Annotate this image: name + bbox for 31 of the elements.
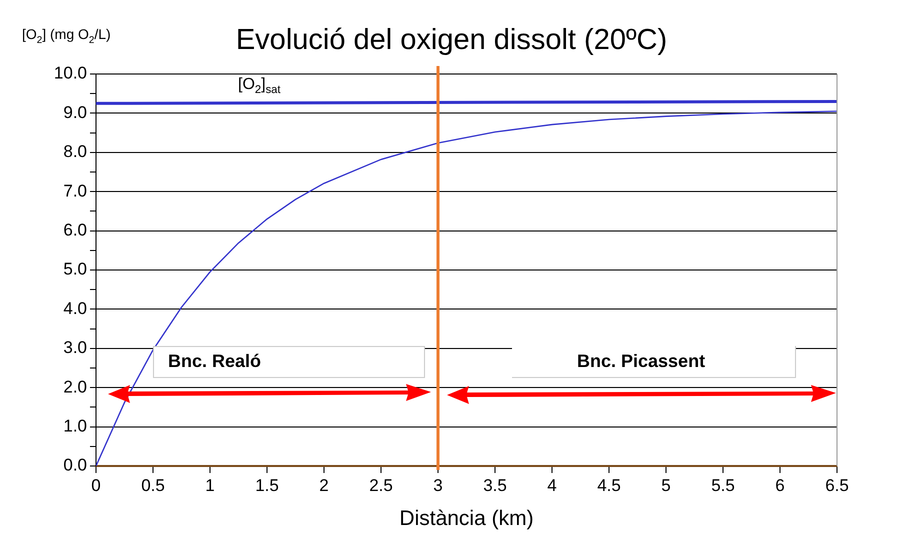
chart-title: Evolució del oxigen dissolt (20ºC) xyxy=(236,24,668,56)
x-axis-title: Distància (km) xyxy=(399,507,534,530)
x-tick-label: 3 xyxy=(433,476,443,495)
x-tick-label: 5 xyxy=(661,476,671,495)
x-tick-label: 2.5 xyxy=(369,476,393,495)
x-tick-label: 1.5 xyxy=(255,476,279,495)
annotation: Bnc. Realó xyxy=(168,351,262,372)
y-axis-title: [O$_{2}$] (mg O$_{2}$/L) xyxy=(22,26,111,46)
annotation: Bnc. Picassent xyxy=(577,351,706,372)
y-tick-label: 7.0 xyxy=(63,181,87,200)
x-tick-label: 5.5 xyxy=(711,476,735,495)
y-tick-label: 8.0 xyxy=(63,142,87,162)
x-tick-label: 4.5 xyxy=(597,476,621,495)
y-tick-label: 10.0 xyxy=(54,64,87,83)
x-tick-label: 6.5 xyxy=(825,476,849,495)
x-tick-label: 4 xyxy=(547,476,557,495)
y-tick-label: 9.0 xyxy=(63,102,87,122)
y-tick-label: 3.0 xyxy=(63,338,87,358)
y-tick-label: 0.0 xyxy=(63,456,87,475)
series-label: [O$_{2}$]$_{sat}$ xyxy=(238,76,281,96)
x-tick-label: 0.5 xyxy=(141,476,165,495)
y-tick-label: 5.0 xyxy=(63,260,87,279)
x-tick-label: 2 xyxy=(319,476,329,495)
y-tick-label: 1.0 xyxy=(63,416,87,436)
y-tick-label: 6.0 xyxy=(63,220,87,240)
x-tick-label: 3.5 xyxy=(483,476,507,495)
x-tick-label: 6 xyxy=(775,476,785,495)
x-tick-label: 0 xyxy=(91,476,101,495)
y-tick-label: 4.0 xyxy=(63,298,87,318)
x-tick-label: 1 xyxy=(205,476,215,495)
y-tick-label: 2.0 xyxy=(63,377,87,396)
